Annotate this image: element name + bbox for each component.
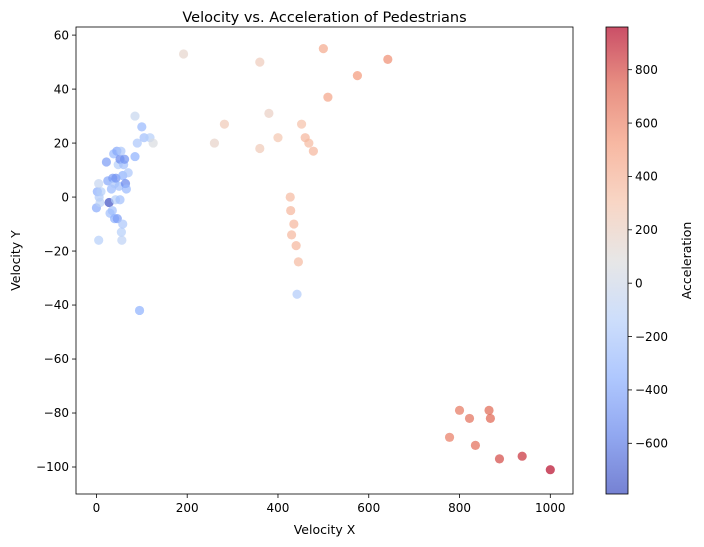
scatter-point [484,405,494,415]
scatter-point [95,197,105,208]
scatter-point [383,54,393,64]
x-tick-label: 0 [93,501,101,515]
scatter-point [464,413,475,424]
scatter-point [119,154,130,164]
scatter-point [485,413,495,424]
scatter-point [293,257,304,267]
scatter-point [273,133,283,143]
scatter-point [286,205,296,216]
y-tick-label: 40 [54,82,69,96]
scatter-point [292,289,302,299]
scatter-point [101,157,112,167]
scatter-point [116,227,126,237]
y-tick-label: −100 [36,460,69,474]
scatter-point [209,138,220,148]
scatter-point [130,111,140,121]
y-axis-label: Velocity Y [8,230,23,291]
scatter-point [116,146,126,156]
colorbar-tick-label: −600 [635,436,668,450]
scatter-point [130,151,140,162]
colorbar [605,26,629,495]
colorbar-ticks: −600 −400 −200 0 200 400 600 800 [628,63,668,450]
x-tick-label: 1000 [535,501,566,515]
colorbar-tick-label: 800 [635,63,658,77]
scatter-point [545,465,555,475]
chart-title: Velocity vs. Acceleration of Pedestrians [182,10,466,26]
scatter-point [132,138,142,148]
colorbar-tick-label: −400 [635,383,668,397]
scatter-point [352,70,363,81]
scatter-point [117,235,127,245]
y-axis-ticks: −100 −80 −60 −40 −20 0 20 40 60 [36,28,76,474]
y-tick-label: −40 [44,298,69,312]
scatter-point [296,119,307,129]
x-axis-label: Velocity X [294,522,356,537]
scatter-point [444,432,455,442]
scatter-point [178,49,189,59]
scatter-point [255,57,265,67]
x-tick-label: 600 [357,501,380,515]
scatter-point [219,119,230,129]
scatter-point [121,184,131,194]
scatter-point [291,241,301,251]
scatter-point [137,122,147,132]
scatter-point [94,178,104,189]
y-tick-label: 60 [54,28,69,42]
scatter-point [96,187,106,197]
x-tick-label: 400 [267,501,290,515]
scatter-point [94,235,104,245]
scatter-point [115,195,125,205]
scatter-point [517,451,527,461]
scatter-point [134,305,145,316]
scatter-point [454,405,465,415]
scatter-points [91,43,555,475]
scatter-point [289,219,299,229]
x-tick-label: 200 [176,501,199,515]
y-tick-label: 0 [61,190,69,204]
colorbar-tick-label: −200 [635,330,668,344]
colorbar-tick-label: 600 [635,116,658,130]
colorbar-tick-label: 0 [635,276,643,290]
scatter-point [308,146,318,156]
scatter-point [118,219,128,229]
plot-frame [75,26,574,495]
scatter-point [285,192,295,202]
scatter-point [107,205,117,216]
scatter-point [286,230,297,240]
colorbar-tick-label: 200 [635,223,658,237]
colorbar-tick-label: 400 [635,170,658,184]
scatter-point [123,168,133,178]
scatter-point [318,43,328,54]
x-axis-ticks: 0 200 400 600 800 1000 [93,494,566,515]
y-tick-label: −20 [44,244,69,258]
y-tick-label: 20 [54,136,69,150]
x-tick-label: 800 [448,501,471,515]
y-tick-label: −60 [44,352,69,366]
scatter-point [470,440,481,451]
scatter-point [148,138,158,148]
scatter-point [264,108,274,118]
scatter-point [255,143,265,154]
scatter-point [494,454,505,464]
scatter-point [304,138,314,148]
colorbar-label: Acceleration [679,222,694,300]
y-tick-label: −80 [44,406,69,420]
scatter-point [323,92,333,102]
